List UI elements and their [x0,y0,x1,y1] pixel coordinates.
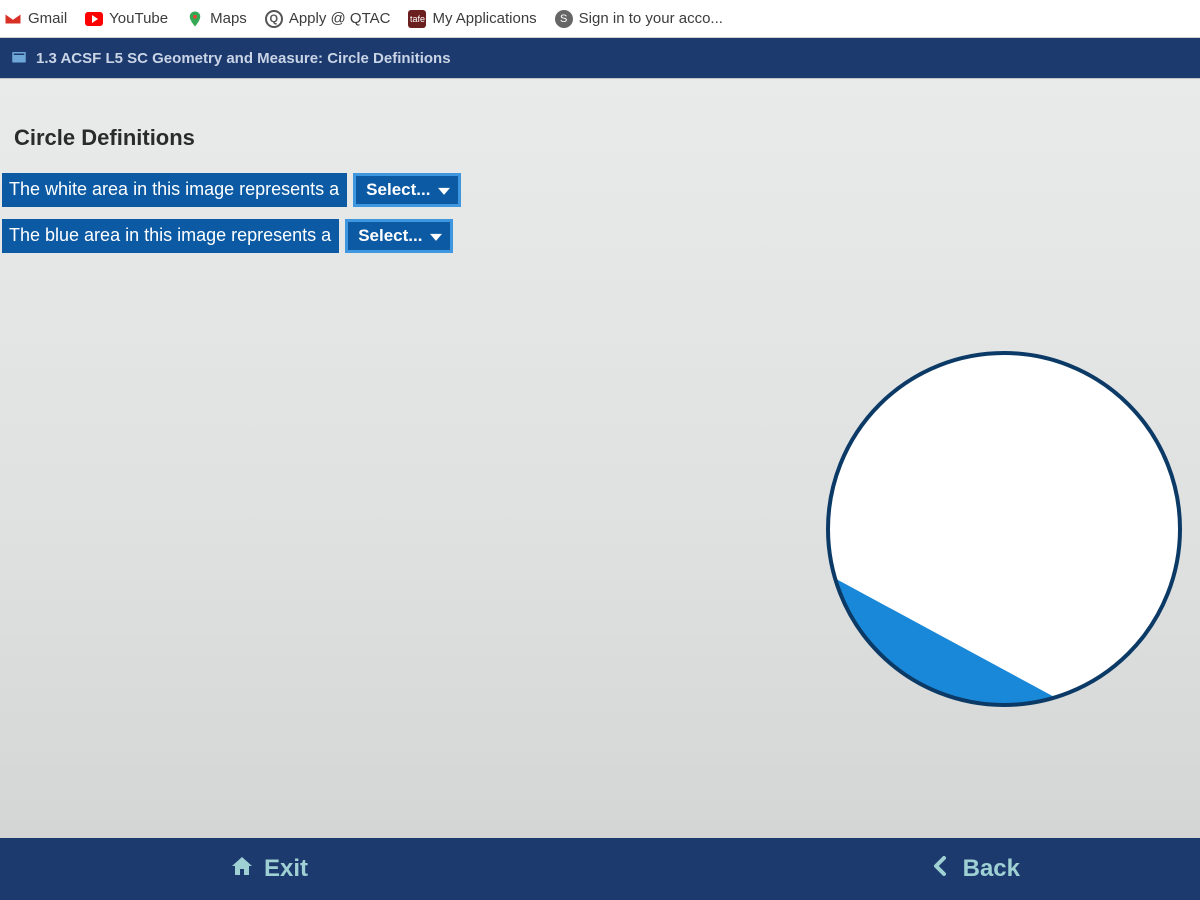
qtac-icon: Q [265,10,283,28]
page-heading: Circle Definitions [14,125,195,151]
course-header-bar: 1.3 ACSF L5 SC Geometry and Measure: Cir… [0,38,1200,78]
gmail-icon [4,10,22,28]
bookmark-youtube[interactable]: YouTube [85,10,168,28]
bookmark-label: Gmail [28,10,67,27]
course-icon [10,49,28,67]
question-2-text: The blue area in this image represents a [2,219,339,253]
exit-label: Exit [264,855,308,883]
bookmark-signin[interactable]: S Sign in to your acco... [555,10,723,28]
back-button[interactable]: Back [929,854,1020,885]
circle-diagram [824,349,1184,709]
maps-pin-icon [186,10,204,28]
signin-icon: S [555,10,573,28]
content-area: Circle Definitions The white area in thi… [0,78,1200,838]
bookmark-qtac[interactable]: Q Apply @ QTAC [265,10,391,28]
question-1-text: The white area in this image represents … [2,173,347,207]
course-title: 1.3 ACSF L5 SC Geometry and Measure: Cir… [36,50,451,67]
chevron-left-icon [929,854,953,885]
bookmark-myapps[interactable]: tafe My Applications [408,10,536,28]
youtube-icon [85,10,103,28]
bookmark-maps[interactable]: Maps [186,10,247,28]
question-row-2: The blue area in this image represents a… [2,219,453,253]
bookmark-label: YouTube [109,10,168,27]
question-1-select[interactable]: Select... [353,173,461,207]
bookmark-label: Maps [210,10,247,27]
bookmark-label: Sign in to your acco... [579,10,723,27]
question-2-select[interactable]: Select... [345,219,453,253]
back-label: Back [963,855,1020,883]
home-icon [230,854,254,885]
bookmark-gmail[interactable]: Gmail [4,10,67,28]
bookmark-label: Apply @ QTAC [289,10,391,27]
bottom-nav-bar: Exit Back [0,838,1200,900]
bookmark-label: My Applications [432,10,536,27]
bookmarks-bar: Gmail YouTube Maps Q Apply @ QTAC tafe M… [0,0,1200,38]
question-row-1: The white area in this image represents … [2,173,461,207]
myapps-icon: tafe [408,10,426,28]
exit-button[interactable]: Exit [230,854,308,885]
